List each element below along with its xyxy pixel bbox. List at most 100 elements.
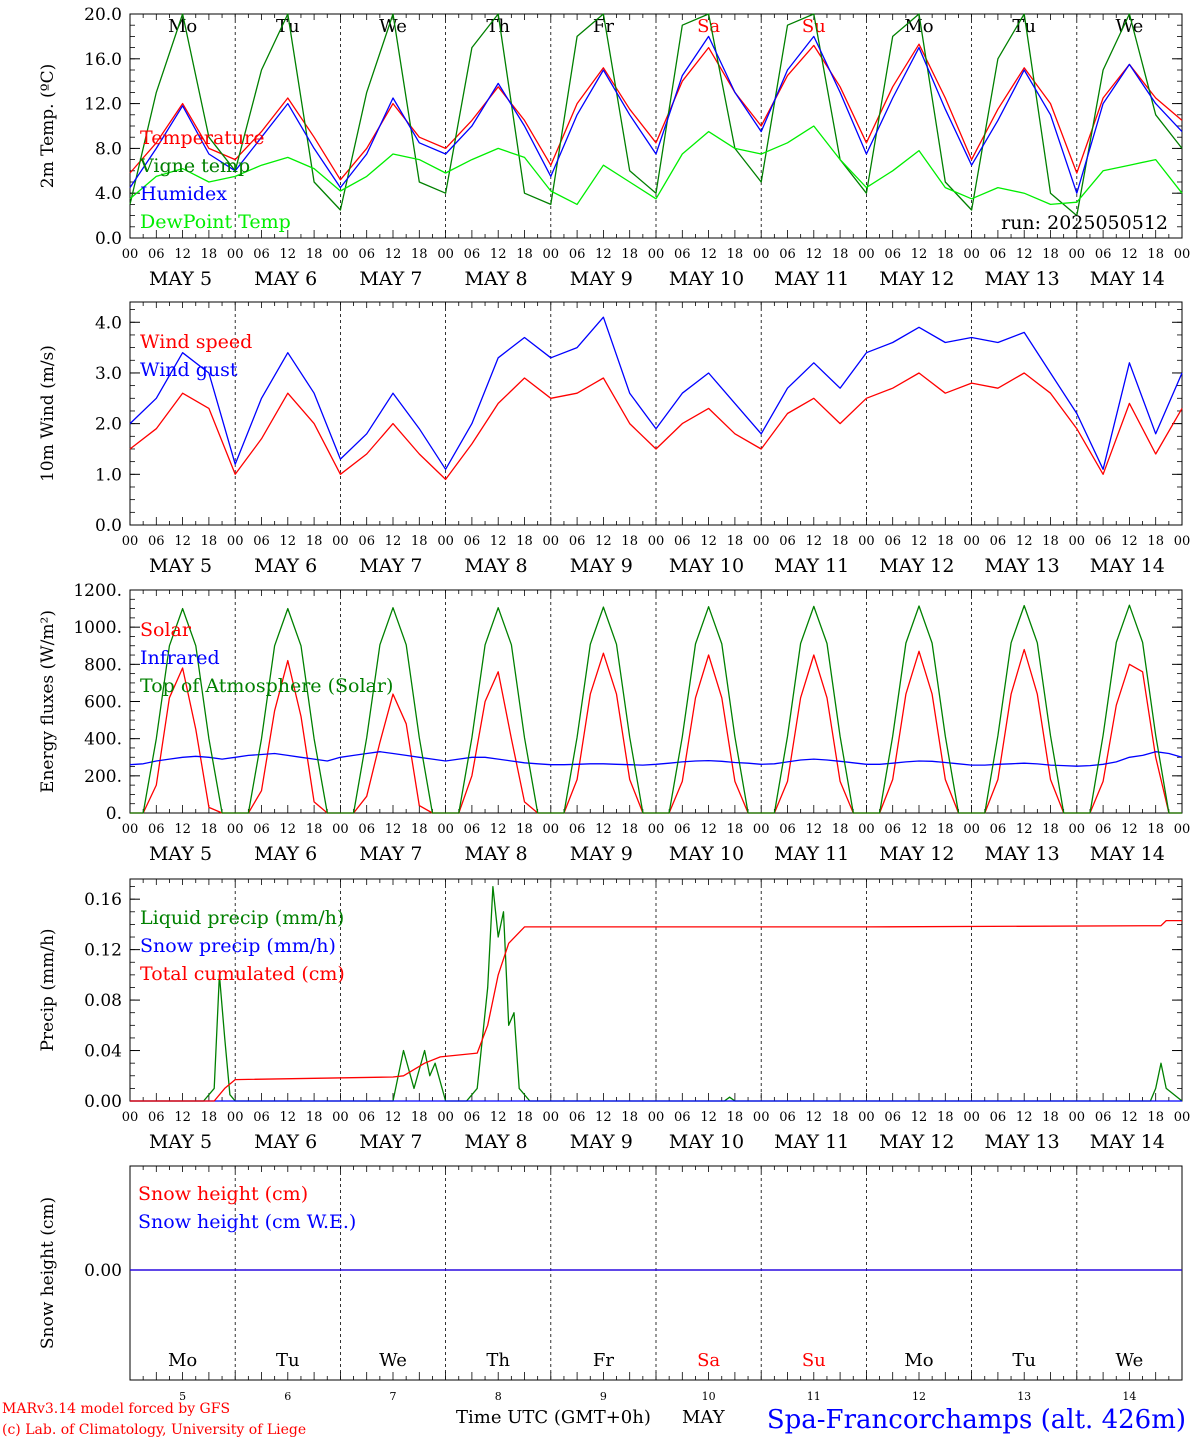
hour-label: 18 [411,822,428,837]
hour-label: 00 [1069,822,1086,837]
date-label: MAY 11 [774,843,849,865]
hour-label: 06 [990,534,1007,549]
y-tick-label: 0. [106,804,122,824]
hour-label: 12 [700,247,717,262]
legend-entry: Vigne temp [139,155,250,177]
day-number: 9 [600,1390,607,1403]
weekday-label: Mo [168,16,197,37]
hour-label: 18 [727,534,744,549]
hour-label: 06 [464,534,481,549]
date-label: MAY 7 [359,1131,422,1153]
legend-entry: Snow height (cm) [138,1183,308,1205]
y-tick-label: 0.00 [84,1092,122,1112]
hour-label: 18 [411,1110,428,1125]
hour-label: 00 [1174,247,1191,262]
hour-label: 18 [937,822,954,837]
y-tick-label: 20.0 [84,5,122,25]
date-label: MAY 10 [669,268,744,290]
hour-label: 06 [779,534,796,549]
hour-label: 06 [253,534,270,549]
y-tick-label: 4.0 [95,313,122,333]
date-label: MAY 9 [570,843,633,865]
date-label: MAY 5 [149,843,212,865]
hour-label: 06 [253,822,270,837]
series-line [129,13,1183,217]
date-label: MAY 11 [774,1131,849,1153]
hour-label: 06 [253,247,270,262]
hour-label: 18 [306,247,323,262]
hour-label: 18 [1147,822,1164,837]
hour-label: 12 [806,247,823,262]
weekday-label: We [379,16,407,37]
date-label: MAY 13 [985,843,1060,865]
hour-label: 06 [148,822,165,837]
hour-label: 12 [174,822,191,837]
hour-label: 12 [280,247,297,262]
hour-label: 00 [648,247,665,262]
hour-label: 00 [1174,534,1191,549]
hour-label: 12 [174,1110,191,1125]
hour-label: 06 [464,822,481,837]
hour-label: 00 [1069,247,1086,262]
hour-label: 00 [963,247,980,262]
hour-label: 18 [832,1110,849,1125]
day-number: 14 [1122,1390,1136,1403]
y-tick-label: 0.0 [95,516,122,536]
date-label: MAY 11 [774,555,849,577]
hour-label: 06 [1095,822,1112,837]
hour-label: 18 [1147,247,1164,262]
y-tick-label: 1000. [73,618,122,638]
weekday-label: Mo [904,16,933,37]
hour-label: 00 [753,247,770,262]
hour-label: 18 [201,247,218,262]
weekday-label: Sa [697,1350,720,1371]
hour-label: 12 [911,247,928,262]
hour-label: 18 [832,534,849,549]
date-label: MAY 10 [669,1131,744,1153]
weekday-label: Fr [593,1350,614,1371]
date-label: MAY 6 [254,555,317,577]
y-tick-label: 0.16 [84,890,122,910]
hour-label: 06 [779,822,796,837]
legend-entry: Snow height (cm W.E.) [138,1211,356,1233]
y-tick-label: 0.12 [84,941,122,961]
hour-label: 00 [1174,1110,1191,1125]
series-line [129,316,1183,470]
day-number: 10 [702,1390,716,1403]
hour-label: 12 [490,247,507,262]
y-tick-label: 0.08 [84,991,122,1011]
hour-label: 18 [516,1110,533,1125]
date-label: MAY 14 [1090,1131,1165,1153]
x-axis-label: Time UTC (GMT+0h) [456,1407,651,1428]
run-annotation: run: 2025050512 [1001,212,1168,234]
hour-label: 18 [937,534,954,549]
hour-label: 06 [1095,247,1112,262]
hour-label: 06 [358,247,375,262]
station-name: Spa-Francorchamps (alt. 426m) [767,1405,1186,1435]
panel-3: 0. 200. 400. 600. 800. 1000. 1200. Energy fluxe… [38,581,1190,865]
lab-credit: (c) Lab. of Climatology, University of L… [2,1422,306,1438]
hour-label: 12 [806,1110,823,1125]
hour-label: 12 [911,1110,928,1125]
hour-label: 00 [648,534,665,549]
hour-label: 00 [858,1110,875,1125]
hour-label: 06 [1095,1110,1112,1125]
hour-label: 06 [358,1110,375,1125]
weekday-label: Tu [1012,1350,1036,1371]
date-label: MAY 14 [1090,843,1165,865]
hour-label: 00 [122,534,139,549]
hour-label: 18 [1147,1110,1164,1125]
date-label: MAY 13 [985,555,1060,577]
hour-label: 06 [253,1110,270,1125]
hour-label: 00 [332,822,349,837]
y-axis-label: Snow height (cm) [38,1197,58,1349]
hour-label: 18 [832,247,849,262]
hour-label: 18 [201,822,218,837]
series-line [129,125,1183,206]
hour-label: 00 [437,822,454,837]
hour-label: 12 [385,822,402,837]
hour-label: 06 [779,247,796,262]
hour-label: 12 [595,247,612,262]
date-label: MAY 13 [985,268,1060,290]
